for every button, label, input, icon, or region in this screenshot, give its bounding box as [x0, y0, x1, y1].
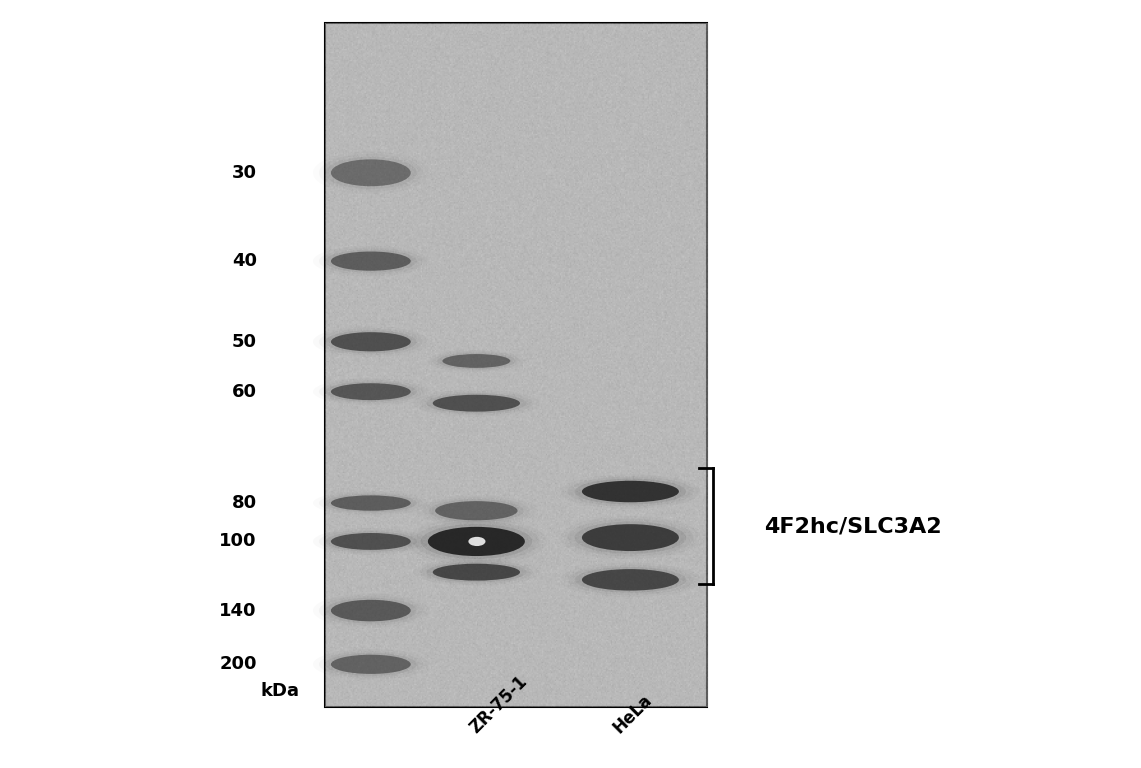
Ellipse shape — [331, 252, 411, 271]
Bar — [325, 23, 707, 707]
Text: 140: 140 — [219, 601, 257, 620]
Ellipse shape — [427, 562, 526, 582]
Text: 50: 50 — [232, 333, 257, 351]
Ellipse shape — [331, 383, 411, 400]
Ellipse shape — [325, 250, 416, 273]
Ellipse shape — [575, 567, 686, 593]
Text: kDa: kDa — [260, 682, 299, 700]
Ellipse shape — [443, 354, 510, 368]
Text: HeLa: HeLa — [609, 691, 655, 737]
Ellipse shape — [428, 527, 525, 556]
Ellipse shape — [435, 501, 518, 521]
Ellipse shape — [437, 353, 516, 369]
Ellipse shape — [325, 653, 416, 676]
Ellipse shape — [432, 564, 520, 581]
Text: 60: 60 — [232, 382, 257, 401]
Ellipse shape — [427, 393, 526, 413]
Text: 200: 200 — [219, 655, 257, 674]
Ellipse shape — [582, 569, 679, 591]
Ellipse shape — [429, 499, 524, 522]
Text: 4F2hc/SLC3A2: 4F2hc/SLC3A2 — [764, 516, 942, 536]
Ellipse shape — [331, 495, 411, 511]
Ellipse shape — [331, 654, 411, 674]
Ellipse shape — [331, 159, 411, 187]
Text: 40: 40 — [232, 252, 257, 270]
Ellipse shape — [331, 332, 411, 352]
Ellipse shape — [325, 382, 416, 402]
Ellipse shape — [325, 598, 416, 624]
Ellipse shape — [325, 531, 416, 551]
Ellipse shape — [575, 521, 686, 554]
Ellipse shape — [432, 395, 520, 412]
Ellipse shape — [582, 525, 679, 551]
Text: 100: 100 — [219, 532, 257, 551]
Ellipse shape — [582, 481, 679, 502]
Ellipse shape — [421, 524, 532, 559]
Ellipse shape — [331, 533, 411, 550]
Text: ZR-75-1: ZR-75-1 — [467, 673, 531, 737]
Ellipse shape — [325, 330, 416, 353]
Ellipse shape — [575, 478, 686, 505]
Text: 30: 30 — [232, 164, 257, 182]
Text: 80: 80 — [232, 494, 257, 512]
Ellipse shape — [468, 537, 485, 546]
Ellipse shape — [331, 600, 411, 621]
Ellipse shape — [325, 494, 416, 512]
